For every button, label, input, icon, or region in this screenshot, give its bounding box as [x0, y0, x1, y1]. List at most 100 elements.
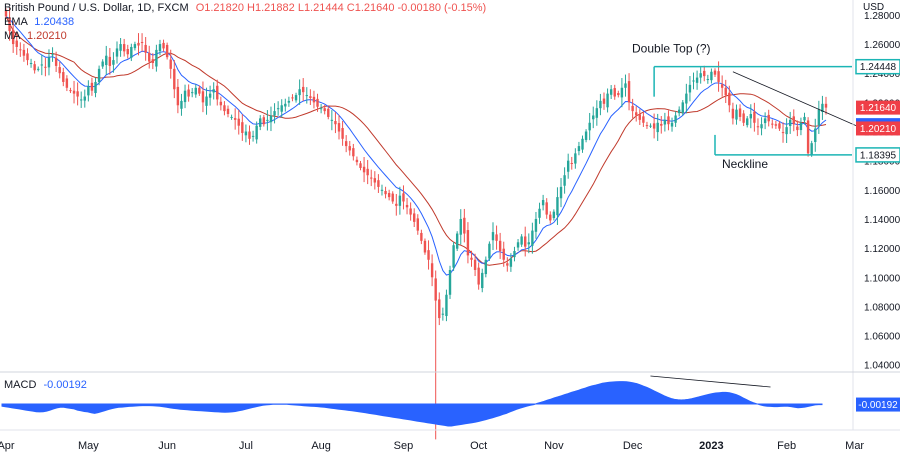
candle-body: [40, 64, 44, 66]
price-badge-label: 1.21640: [860, 103, 897, 114]
candle-body: [54, 57, 58, 66]
candle-body: [566, 160, 570, 172]
candle-body: [112, 60, 115, 65]
candle-body: [251, 135, 255, 137]
price-badge-red: [856, 121, 900, 136]
candle-body: [391, 193, 394, 202]
candle-body: [717, 71, 720, 82]
candle-body: [574, 153, 577, 164]
candle-body: [706, 79, 710, 81]
macd-area: [1, 381, 823, 427]
symbol-title: British Pound / U.S. Dollar, 1D, FXCM: [4, 2, 189, 14]
ohlc-readout: O1.21820 H1.21882 L1.21444 C1.21640 -0.0…: [195, 2, 487, 14]
candle-body: [724, 87, 727, 96]
candle-body: [76, 91, 79, 97]
candle-body: [785, 127, 788, 135]
candle-body: [756, 126, 760, 128]
candle-body: [642, 116, 645, 123]
candle-body: [191, 92, 194, 94]
candle-body: [90, 82, 94, 91]
candle-body: [763, 118, 767, 124]
candle-body: [563, 175, 566, 186]
price-badge-label: 1.24448: [860, 62, 897, 73]
candle-body: [466, 230, 470, 256]
candle-body: [685, 93, 688, 104]
candle-body: [26, 53, 29, 61]
candle-body: [803, 116, 806, 121]
candle-body: [237, 118, 240, 126]
macd-legend[interactable]: MACD -0.00192: [4, 379, 87, 391]
candle-body: [792, 116, 795, 125]
candle-body: [602, 98, 606, 104]
macd-value-badge: [856, 397, 900, 412]
candle-body: [713, 70, 717, 75]
chart-legend-title: British Pound / U.S. Dollar, 1D, FXCM O1…: [4, 2, 486, 14]
candle-body: [4, 10, 8, 17]
candle-body: [119, 44, 122, 51]
candle-body: [262, 117, 266, 125]
candle-body: [731, 108, 735, 119]
candle-body: [692, 80, 695, 82]
candle-body: [137, 42, 140, 46]
candle-body: [316, 98, 319, 107]
candle-body: [427, 250, 430, 260]
candle-body: [695, 77, 699, 83]
ma-legend[interactable]: MA 1.20210: [4, 30, 67, 42]
candle-body: [656, 122, 659, 133]
candle-body: [778, 123, 781, 129]
y-tick-label: 1.16000: [864, 186, 900, 197]
candle-body: [205, 96, 208, 106]
y-tick-label: 1.26000: [864, 40, 900, 51]
candle-body: [520, 236, 523, 245]
candle-body: [309, 96, 312, 98]
candle-body: [158, 44, 162, 52]
candle-body: [413, 213, 416, 222]
candle-body: [187, 89, 190, 97]
candle-body: [796, 126, 799, 131]
candle-body: [151, 59, 155, 64]
candle-body: [173, 68, 176, 90]
candle-body: [148, 52, 151, 62]
candle-body: [771, 123, 774, 125]
candle-body: [11, 29, 15, 45]
candle-body: [495, 234, 498, 241]
candle-body: [720, 84, 724, 88]
ema-legend[interactable]: EMA 1.20438: [4, 16, 74, 28]
candle-body: [552, 211, 556, 219]
candle-body: [155, 49, 158, 67]
candle-body: [538, 208, 541, 218]
price-badge-red: [856, 100, 900, 115]
candle-body: [806, 120, 810, 154]
candle-body: [395, 203, 398, 206]
candle-body: [416, 218, 419, 231]
ema-legend-value: 1.20438: [34, 16, 75, 28]
candle-body: [631, 105, 634, 112]
candle-body: [276, 108, 280, 110]
candle-body: [767, 114, 770, 122]
candle-body: [216, 85, 219, 100]
candle-body: [198, 87, 201, 94]
x-tick-label: Oct: [470, 440, 487, 452]
candle-body: [613, 88, 616, 97]
ema-legend-label: EMA: [4, 16, 28, 28]
candle-body: [534, 218, 538, 232]
candle-body: [455, 233, 459, 249]
candle-body: [674, 115, 677, 123]
candle-body: [577, 146, 581, 152]
candle-body: [681, 102, 684, 114]
y-tick-label: 1.24000: [864, 69, 900, 80]
x-tick-label: 2023: [699, 440, 723, 452]
candle-body: [294, 95, 298, 101]
x-tick-label: May: [78, 440, 99, 452]
candle-body: [760, 124, 763, 129]
candle-body: [327, 108, 330, 117]
y-tick-label: 1.06000: [864, 332, 900, 343]
candle-body: [122, 44, 126, 52]
price-badge-label: 1.20210: [860, 124, 897, 135]
candle-body: [599, 100, 602, 109]
ema-series-line: [5, 15, 827, 276]
candle-body: [635, 112, 638, 116]
candle-body: [448, 269, 452, 295]
candle-body: [477, 267, 480, 285]
